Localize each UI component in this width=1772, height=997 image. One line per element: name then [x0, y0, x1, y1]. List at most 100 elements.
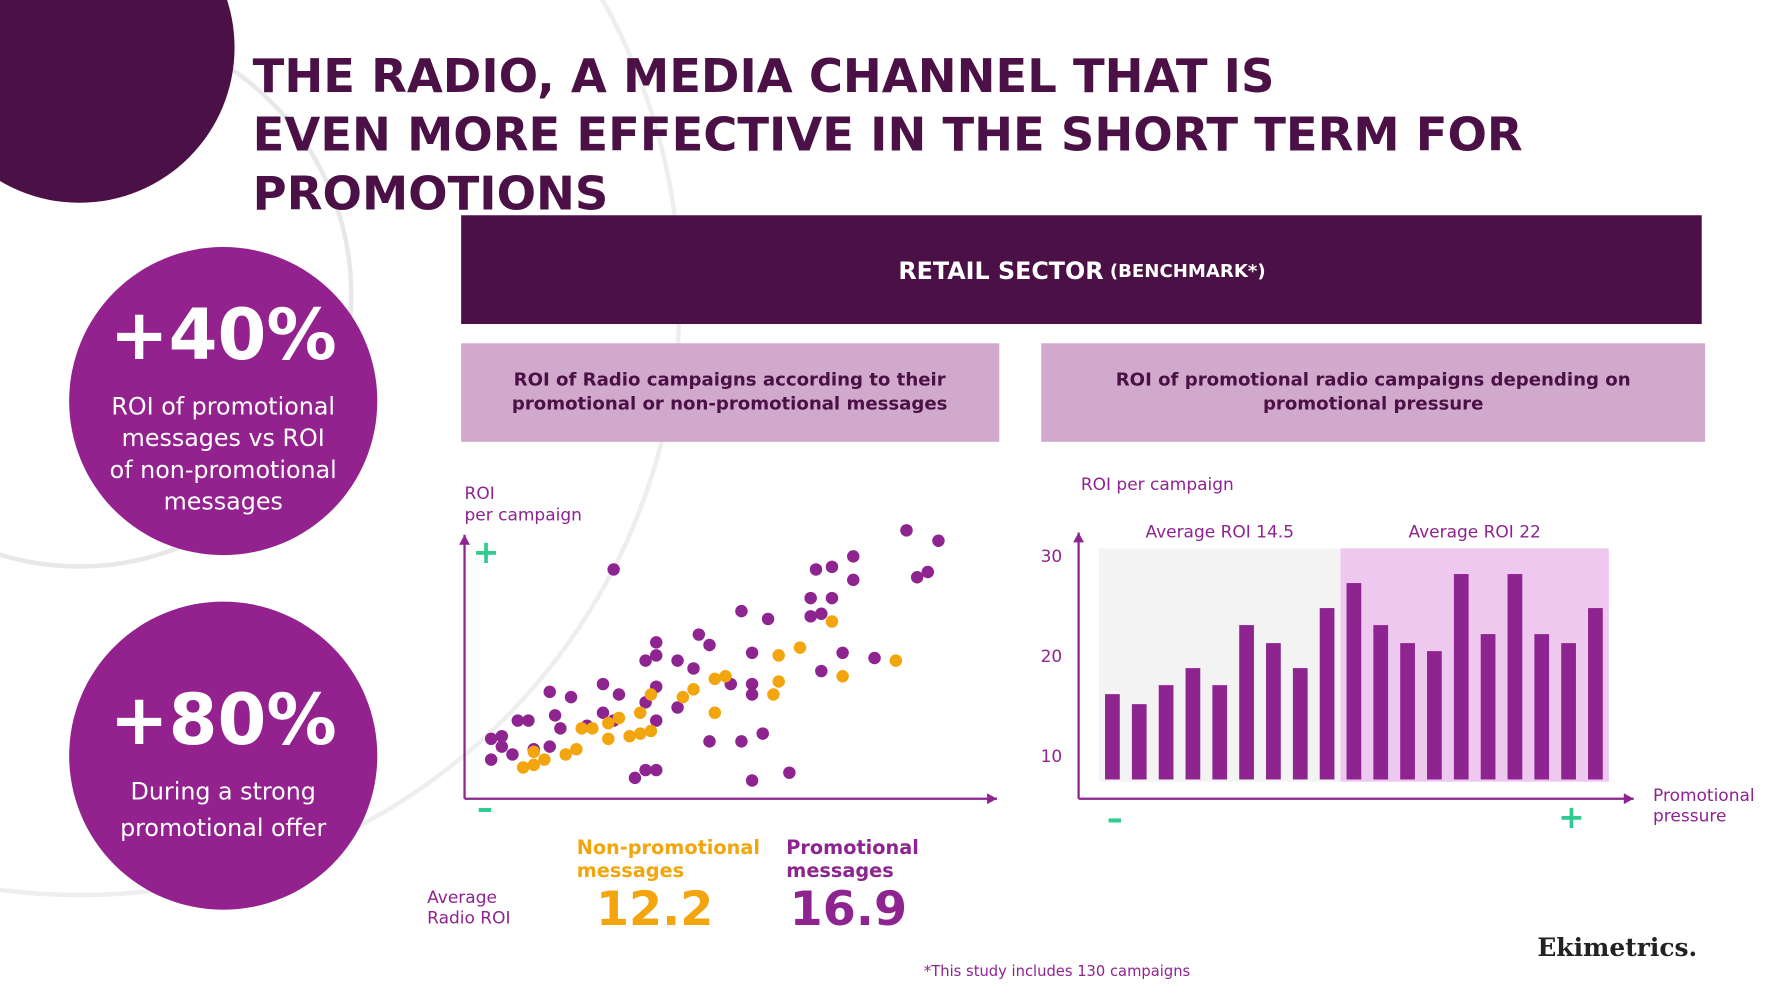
bar	[1185, 668, 1201, 780]
scatter-point	[527, 745, 540, 759]
bar	[1588, 608, 1603, 780]
banner-main: RETAIL SECTOR	[898, 256, 1103, 284]
scatter-point	[650, 636, 663, 649]
scatter-point	[516, 761, 530, 774]
bar	[1561, 643, 1576, 780]
axis-marker: –	[477, 791, 493, 827]
logo: Ekimetrics.	[1537, 933, 1697, 962]
scatter-point	[575, 722, 588, 735]
scatter-point	[522, 714, 535, 727]
scatter-point	[644, 688, 658, 701]
axis-marker: –	[1107, 801, 1123, 837]
scatter-point	[809, 563, 823, 576]
scatter-point	[745, 688, 759, 701]
scatter-point	[815, 664, 828, 678]
stat-value: +80%	[110, 679, 337, 761]
axis-arrow	[1623, 793, 1634, 805]
scatter-point	[921, 565, 935, 579]
scatter-point	[772, 649, 785, 662]
chart-title: promotional or non-promotional messages	[512, 393, 948, 414]
page-title: THE RADIO, A MEDIA CHANNEL THAT IS	[253, 49, 1275, 103]
y-axis-label: per campaign	[465, 505, 582, 525]
bar	[1400, 643, 1415, 780]
scatter-point	[687, 662, 700, 675]
scatter-point	[692, 628, 706, 641]
scatter-point	[650, 649, 663, 662]
legend-entry: Promotional messages	[786, 837, 919, 884]
banner-title: RETAIL SECTOR (BENCHMARK*)	[898, 256, 1265, 284]
scatter-point	[559, 748, 572, 761]
scatter-point	[836, 646, 849, 660]
legend-entry: Non-promotional messages	[576, 837, 760, 884]
group-average: 14.5	[1256, 522, 1294, 542]
bar	[1105, 694, 1120, 780]
average-value: 16.9	[790, 882, 907, 937]
scatter-point	[804, 591, 817, 605]
bar	[1534, 634, 1550, 780]
scatter-point	[900, 524, 913, 537]
stat-text: messages vs ROI	[122, 424, 325, 452]
scatter-point	[708, 672, 722, 686]
scatter-point	[687, 683, 700, 696]
bar	[1373, 625, 1389, 780]
bar	[1212, 685, 1228, 780]
scatter-point	[825, 615, 839, 628]
scatter-point	[623, 729, 636, 743]
scatter-point	[484, 732, 498, 746]
group-annotation: Average ROI 22	[1408, 522, 1540, 542]
scatter-point	[596, 706, 610, 719]
page-title: EVEN MORE EFFECTIVE IN THE SHORT TERM FO…	[253, 108, 1523, 162]
axis-marker: +	[1558, 800, 1585, 836]
bar	[1427, 651, 1442, 780]
bar	[1319, 608, 1335, 780]
scatter-point	[639, 654, 652, 667]
scatter-point	[767, 688, 780, 701]
scatter-point	[607, 563, 620, 576]
stat-text: During a strong	[131, 778, 316, 806]
stat-value: +40%	[110, 294, 337, 376]
y-tick-label: 30	[1041, 547, 1063, 567]
average-value: 12.2	[596, 882, 713, 937]
scatter-point	[836, 670, 849, 683]
scatter-point	[804, 610, 817, 623]
group-label: Average ROI	[1408, 522, 1513, 542]
scatter-point	[612, 688, 626, 701]
scatter-point	[602, 732, 615, 746]
scatter-point	[815, 607, 828, 620]
scatter-point	[628, 771, 642, 785]
average-label: Average Radio ROI	[427, 887, 511, 928]
scatter-point	[735, 604, 748, 618]
y-axis-label: ROI per campaign	[1081, 475, 1234, 495]
y-axis-label: ROI	[465, 484, 495, 504]
stat-circle	[69, 246, 378, 556]
scatter-point	[527, 758, 540, 772]
scatter-point	[745, 646, 759, 660]
stat-text: ROI of promotional	[111, 392, 335, 420]
axis-marker: +	[473, 535, 500, 571]
stat-text: promotional offer	[120, 814, 326, 842]
scatter-point	[543, 685, 556, 699]
bar	[1266, 643, 1281, 780]
bar	[1480, 634, 1496, 780]
page-title: PROMOTIONS	[253, 167, 609, 221]
scatter-point	[676, 690, 690, 704]
scatter-point	[602, 716, 615, 730]
scatter-point	[543, 740, 556, 753]
scatter-point	[745, 677, 759, 691]
group-average: 22	[1519, 522, 1541, 542]
scatter-point	[889, 654, 903, 667]
scatter-point	[708, 706, 722, 719]
scatter-point	[548, 709, 562, 722]
scatter-point	[644, 724, 658, 738]
scatter-point	[650, 714, 663, 727]
scatter-point	[825, 591, 839, 605]
x-axis-label-box: Promotional pressure	[1653, 785, 1755, 826]
scatter-point	[703, 735, 716, 748]
bar	[1131, 704, 1147, 780]
panel-header	[461, 343, 1000, 442]
scatter-point	[634, 706, 647, 719]
y-tick-label: 20	[1041, 647, 1063, 667]
scatter-point	[772, 675, 785, 688]
footnote: *This study includes 130 campaigns	[924, 963, 1190, 980]
scatter-point	[847, 573, 860, 587]
